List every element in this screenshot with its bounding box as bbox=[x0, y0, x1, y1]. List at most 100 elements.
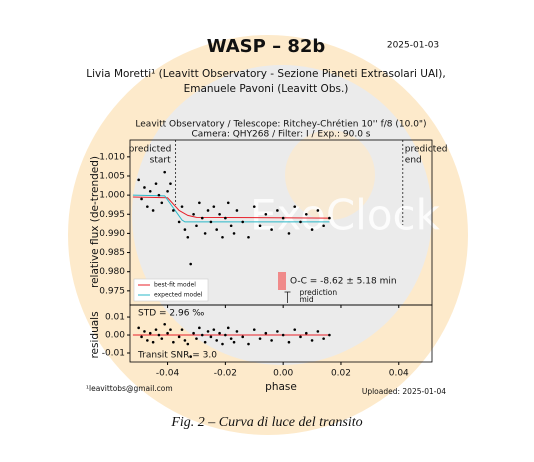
legend-box bbox=[133, 278, 209, 302]
data-point bbox=[226, 201, 230, 205]
data-point bbox=[264, 212, 268, 216]
data-point bbox=[166, 189, 169, 193]
data-point bbox=[189, 355, 192, 358]
data-point bbox=[172, 209, 175, 212]
data-point bbox=[270, 228, 273, 231]
data-point bbox=[180, 205, 184, 208]
y-tick-label: 1.010 bbox=[99, 152, 125, 162]
data-point bbox=[209, 335, 213, 339]
data-point bbox=[166, 331, 169, 335]
data-point bbox=[137, 326, 140, 330]
y-tick-label: -0.01 bbox=[102, 349, 125, 359]
legend-label: expected model bbox=[154, 292, 203, 299]
oc-box bbox=[278, 272, 286, 290]
data-point bbox=[293, 205, 297, 208]
data-point bbox=[241, 335, 245, 339]
date: 2025-01-03 bbox=[387, 41, 439, 51]
data-point bbox=[186, 342, 190, 346]
data-point bbox=[137, 178, 140, 182]
data-point bbox=[140, 197, 143, 201]
legend-label: best-fit model bbox=[154, 282, 196, 289]
title: WASP – 82b bbox=[207, 36, 326, 57]
data-point bbox=[186, 235, 190, 239]
y-tick-label: 0.975 bbox=[99, 286, 125, 296]
data-point bbox=[247, 235, 250, 239]
data-point bbox=[203, 232, 207, 235]
data-point bbox=[310, 339, 314, 342]
data-point bbox=[310, 228, 314, 231]
y-tick-label: 0.00 bbox=[105, 331, 125, 341]
author-line: Livia Moretti¹ (Leavitt Observatory - Se… bbox=[86, 68, 445, 80]
data-point bbox=[229, 224, 233, 228]
data-point bbox=[276, 330, 279, 333]
author-line: Emanuele Pavoni (Leavitt Obs.) bbox=[184, 83, 349, 95]
data-point bbox=[148, 189, 152, 193]
data-point bbox=[163, 170, 166, 174]
data-point bbox=[154, 328, 158, 331]
data-point bbox=[192, 212, 195, 216]
data-point bbox=[198, 201, 201, 205]
prediction-label: predicted bbox=[405, 145, 448, 155]
data-point bbox=[151, 209, 155, 212]
data-point bbox=[206, 209, 210, 212]
data-point bbox=[183, 339, 187, 342]
data-point bbox=[200, 216, 204, 220]
data-point bbox=[183, 228, 187, 231]
data-point bbox=[252, 328, 256, 331]
data-point bbox=[209, 220, 213, 224]
data-point bbox=[258, 337, 262, 340]
data-point bbox=[169, 182, 172, 185]
data-point bbox=[226, 326, 230, 330]
y-tick-label: 0.980 bbox=[99, 267, 125, 277]
data-point bbox=[146, 205, 149, 208]
x-tick-label: 0.04 bbox=[389, 369, 409, 379]
data-point bbox=[157, 333, 161, 337]
data-point bbox=[203, 340, 207, 344]
data-point bbox=[235, 330, 239, 333]
model-line bbox=[132, 196, 330, 219]
data-point bbox=[212, 328, 216, 331]
data-point bbox=[146, 339, 149, 342]
snr-annotation: Transit SNR = 3.0 bbox=[137, 351, 217, 361]
data-point bbox=[172, 340, 175, 344]
data-point bbox=[143, 330, 146, 333]
data-point bbox=[212, 205, 216, 208]
y-tick-label: 1.000 bbox=[99, 191, 125, 201]
data-point bbox=[293, 328, 297, 331]
data-point bbox=[247, 342, 250, 346]
data-point bbox=[281, 216, 285, 220]
data-point bbox=[198, 326, 201, 330]
data-point bbox=[195, 224, 198, 228]
data-point bbox=[163, 322, 166, 326]
data-point bbox=[200, 333, 204, 337]
data-point bbox=[160, 337, 164, 340]
data-point bbox=[232, 232, 236, 235]
data-point bbox=[252, 205, 256, 208]
data-point bbox=[169, 328, 172, 331]
plot-frame bbox=[129, 304, 433, 363]
y-tick-label: 0.985 bbox=[99, 248, 125, 258]
data-point bbox=[215, 339, 218, 342]
data-point bbox=[328, 333, 331, 337]
data-point bbox=[218, 331, 221, 335]
email: ¹leavittobs@gmail.com bbox=[86, 384, 173, 393]
data-point bbox=[151, 340, 155, 344]
data-point bbox=[232, 340, 236, 344]
data-point bbox=[215, 228, 218, 231]
x-axis-label: phase bbox=[265, 381, 297, 393]
model-line bbox=[132, 194, 330, 223]
prediction-label: end bbox=[405, 156, 422, 166]
data-point bbox=[287, 340, 291, 344]
data-point bbox=[241, 220, 245, 224]
data-point bbox=[189, 262, 192, 266]
data-point bbox=[195, 337, 198, 340]
x-tick-label: -0.02 bbox=[214, 369, 237, 379]
data-point bbox=[328, 216, 331, 220]
subtitle: Camera: QHY268 / Filter: I / Exp.: 90.0 … bbox=[192, 130, 371, 140]
data-point bbox=[235, 209, 239, 212]
prediction-label: predicted bbox=[129, 145, 172, 155]
data-point bbox=[322, 337, 325, 340]
data-point bbox=[218, 212, 221, 216]
y-tick-label: 0.01 bbox=[105, 313, 125, 323]
uploaded: Uploaded: 2025-01-04 bbox=[362, 387, 446, 396]
